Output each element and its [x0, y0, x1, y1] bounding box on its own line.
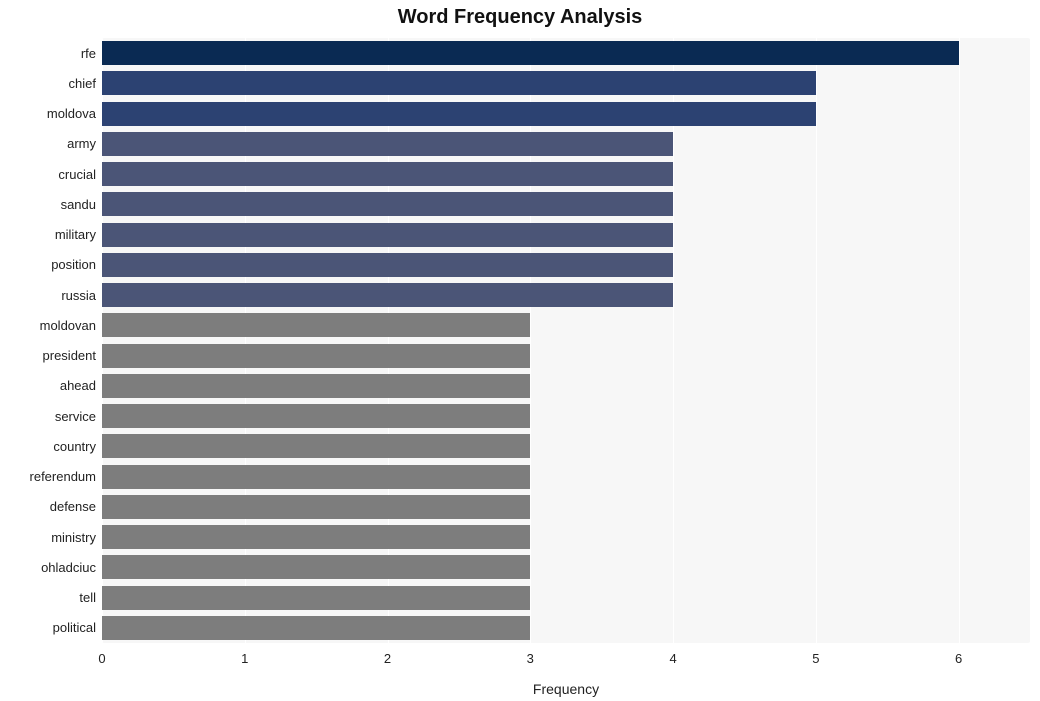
bar	[102, 525, 530, 549]
y-tick-label: political	[0, 621, 96, 634]
bar-row	[102, 129, 1030, 159]
bar-row	[102, 401, 1030, 431]
bar	[102, 555, 530, 579]
bar-row	[102, 159, 1030, 189]
bar-row	[102, 220, 1030, 250]
bar	[102, 283, 673, 307]
y-tick-label: moldova	[0, 107, 96, 120]
word-frequency-chart: Word Frequency Analysis rfe chief moldova a…	[0, 0, 1040, 701]
y-tick-label: ohladciuc	[0, 561, 96, 574]
bar	[102, 132, 673, 156]
y-axis-labels: rfe chief moldova army crucial sandu military p…	[0, 38, 96, 643]
y-tick-label: ahead	[0, 379, 96, 392]
bar	[102, 374, 530, 398]
x-tick-label: 6	[955, 651, 962, 666]
y-tick-label: army	[0, 137, 96, 150]
bar-row	[102, 310, 1030, 340]
y-tick-label: tell	[0, 591, 96, 604]
y-tick-label: rfe	[0, 47, 96, 60]
chart-title: Word Frequency Analysis	[0, 6, 1040, 29]
y-tick-label: moldovan	[0, 319, 96, 332]
bar-row	[102, 522, 1030, 552]
bar-row	[102, 38, 1030, 68]
bar	[102, 344, 530, 368]
y-tick-label: service	[0, 410, 96, 423]
x-tick-label: 3	[527, 651, 534, 666]
bar	[102, 223, 673, 247]
bar	[102, 102, 816, 126]
bar	[102, 495, 530, 519]
bar-row	[102, 613, 1030, 643]
bar	[102, 586, 530, 610]
bar-row	[102, 552, 1030, 582]
x-tick-label: 1	[241, 651, 248, 666]
x-tick-label: 4	[669, 651, 676, 666]
y-tick-label: chief	[0, 77, 96, 90]
bar	[102, 616, 530, 640]
y-tick-label: president	[0, 349, 96, 362]
plot-area	[102, 38, 1030, 643]
bar-row	[102, 280, 1030, 310]
bar	[102, 313, 530, 337]
bar	[102, 162, 673, 186]
y-tick-label: position	[0, 258, 96, 271]
y-tick-label: country	[0, 440, 96, 453]
bars-container	[102, 38, 1030, 643]
bar-row	[102, 341, 1030, 371]
bar-row	[102, 462, 1030, 492]
y-tick-label: referendum	[0, 470, 96, 483]
bar	[102, 465, 530, 489]
bar-row	[102, 583, 1030, 613]
bar-row	[102, 492, 1030, 522]
bar-row	[102, 250, 1030, 280]
bar	[102, 41, 959, 65]
x-tick-label: 0	[98, 651, 105, 666]
y-tick-label: sandu	[0, 198, 96, 211]
y-tick-label: russia	[0, 289, 96, 302]
bar-row	[102, 431, 1030, 461]
bar	[102, 404, 530, 428]
x-axis-title: Frequency	[102, 681, 1030, 697]
bar-row	[102, 99, 1030, 129]
bar-row	[102, 371, 1030, 401]
x-tick-label: 5	[812, 651, 819, 666]
bar	[102, 71, 816, 95]
bar-row	[102, 68, 1030, 98]
y-tick-label: military	[0, 228, 96, 241]
bar	[102, 434, 530, 458]
y-tick-label: defense	[0, 500, 96, 513]
bar-row	[102, 189, 1030, 219]
x-tick-label: 2	[384, 651, 391, 666]
bar	[102, 253, 673, 277]
y-tick-label: ministry	[0, 531, 96, 544]
y-tick-label: crucial	[0, 168, 96, 181]
bar	[102, 192, 673, 216]
